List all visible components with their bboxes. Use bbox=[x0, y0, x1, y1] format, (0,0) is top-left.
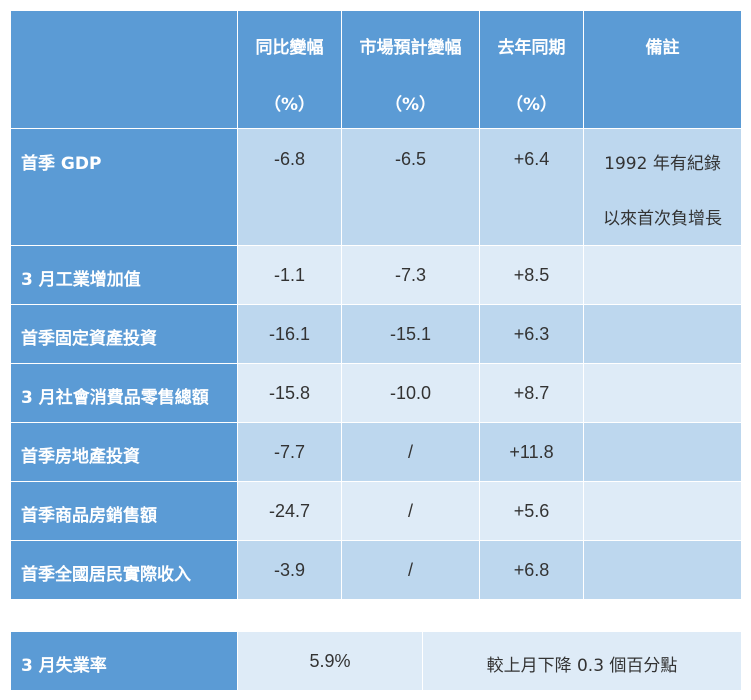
table-row: 3 月工業增加值 -1.1 -7.3 +8.5 bbox=[10, 245, 742, 305]
cell-note bbox=[583, 481, 742, 541]
cell-last-year: +8.7 bbox=[479, 363, 584, 423]
cell-forecast: -15.1 bbox=[341, 304, 480, 364]
cell-forecast: -6.5 bbox=[341, 128, 480, 246]
economic-data-table-wrapper: 同比變幅 （%） 市場預計變幅 （%） 去年同期 （%） 備註 首季 GDP -… bbox=[10, 10, 742, 600]
cell-forecast: -7.3 bbox=[341, 245, 480, 305]
cell-yoy: -3.9 bbox=[237, 540, 342, 600]
header-forecast-title: 市場預計變幅 bbox=[359, 38, 462, 58]
header-notes: 備註 bbox=[583, 10, 742, 129]
cell-note bbox=[583, 422, 742, 482]
cell-forecast: / bbox=[341, 422, 480, 482]
row-label: 首季全國居民實際收入 bbox=[10, 540, 238, 600]
cell-last-year: +11.8 bbox=[479, 422, 584, 482]
cell-last-year: +5.6 bbox=[479, 481, 584, 541]
table-row: 首季全國居民實際收入 -3.9 / +6.8 bbox=[10, 540, 742, 600]
table-row: 首季商品房銷售額 -24.7 / +5.6 bbox=[10, 481, 742, 541]
cell-note bbox=[583, 540, 742, 600]
note-line-2: 以來首次負增長 bbox=[603, 209, 722, 229]
row-label: 3 月工業增加值 bbox=[10, 245, 238, 305]
header-row: 同比變幅 （%） 市場預計變幅 （%） 去年同期 （%） 備註 bbox=[10, 10, 742, 129]
cell-note bbox=[583, 245, 742, 305]
cell-yoy: -16.1 bbox=[237, 304, 342, 364]
header-forecast: 市場預計變幅 （%） bbox=[341, 10, 480, 129]
cell-last-year: +6.4 bbox=[479, 128, 584, 246]
cell-yoy: -7.7 bbox=[237, 422, 342, 482]
row-label: 首季 GDP bbox=[10, 128, 238, 246]
note-line-1: 1992 年有紀錄 bbox=[604, 154, 721, 174]
row-label: 3 月社會消費品零售總額 bbox=[10, 363, 238, 423]
cell-note bbox=[583, 304, 742, 364]
cell-yoy: -15.8 bbox=[237, 363, 342, 423]
cell-forecast: -10.0 bbox=[341, 363, 480, 423]
header-last-year: 去年同期 （%） bbox=[479, 10, 584, 129]
unemployment-table-wrapper: 3 月失業率 5.9% 較上月下降 0.3 個百分點 bbox=[10, 631, 742, 691]
cell-forecast: / bbox=[341, 481, 480, 541]
unemployment-note: 較上月下降 0.3 個百分點 bbox=[422, 631, 742, 691]
cell-last-year: +8.5 bbox=[479, 245, 584, 305]
cell-yoy: -1.1 bbox=[237, 245, 342, 305]
header-empty-cell bbox=[10, 10, 238, 129]
cell-note bbox=[583, 363, 742, 423]
unemployment-row: 3 月失業率 5.9% 較上月下降 0.3 個百分點 bbox=[10, 631, 742, 691]
table-row: 首季固定資產投資 -16.1 -15.1 +6.3 bbox=[10, 304, 742, 364]
row-label: 首季房地產投資 bbox=[10, 422, 238, 482]
cell-last-year: +6.8 bbox=[479, 540, 584, 600]
cell-yoy: -24.7 bbox=[237, 481, 342, 541]
unemployment-value: 5.9% bbox=[237, 631, 423, 691]
header-last-year-title: 去年同期 bbox=[497, 38, 566, 58]
header-yoy-unit: （%） bbox=[263, 95, 316, 115]
cell-last-year: +6.3 bbox=[479, 304, 584, 364]
header-last-year-unit: （%） bbox=[505, 95, 558, 115]
cell-yoy: -6.8 bbox=[237, 128, 342, 246]
table-row: 3 月社會消費品零售總額 -15.8 -10.0 +8.7 bbox=[10, 363, 742, 423]
header-yoy-title: 同比變幅 bbox=[255, 38, 324, 58]
row-label: 首季固定資產投資 bbox=[10, 304, 238, 364]
unemployment-label: 3 月失業率 bbox=[10, 631, 238, 691]
table-row: 首季 GDP -6.8 -6.5 +6.4 1992 年有紀錄 以來首次負增長 bbox=[10, 128, 742, 246]
cell-note: 1992 年有紀錄 以來首次負增長 bbox=[583, 128, 742, 246]
economic-data-table: 同比變幅 （%） 市場預計變幅 （%） 去年同期 （%） 備註 首季 GDP -… bbox=[10, 10, 742, 600]
cell-forecast: / bbox=[341, 540, 480, 600]
header-notes-title: 備註 bbox=[645, 38, 680, 58]
table-row: 首季房地產投資 -7.7 / +11.8 bbox=[10, 422, 742, 482]
header-forecast-unit: （%） bbox=[384, 95, 437, 115]
row-label: 首季商品房銷售額 bbox=[10, 481, 238, 541]
header-yoy: 同比變幅 （%） bbox=[237, 10, 342, 129]
unemployment-table: 3 月失業率 5.9% 較上月下降 0.3 個百分點 bbox=[10, 631, 742, 691]
